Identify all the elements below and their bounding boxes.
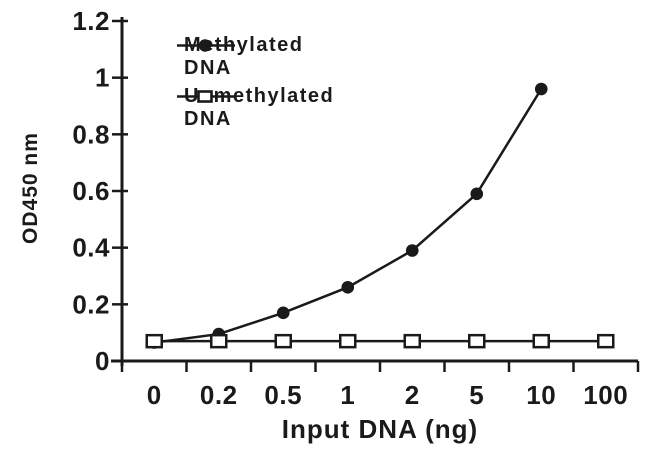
data-point-unmethylated-dna xyxy=(532,333,550,349)
data-point-methylated-dna xyxy=(534,82,548,96)
data-point-methylated-dna xyxy=(276,306,290,320)
y-axis-title: OD450 nm xyxy=(19,132,42,244)
legend-item-unmethylated-dna: Unmethylated DNA xyxy=(177,85,362,131)
data-point-methylated-dna xyxy=(470,187,484,201)
data-point-unmethylated-dna xyxy=(274,333,292,349)
y-tick-label: 1.2 xyxy=(72,6,110,36)
x-tick-label: 0.5 xyxy=(264,380,302,410)
legend-label-unmethylated-dna: Unmethylated DNA xyxy=(184,85,335,130)
data-point-methylated-dna xyxy=(405,244,419,257)
y-tick-label: 0.8 xyxy=(72,119,110,149)
data-point-unmethylated-dna xyxy=(339,333,357,349)
x-axis-title: Input DNA (ng) xyxy=(281,414,479,444)
x-tick-label: 100 xyxy=(583,380,628,410)
data-point-unmethylated-dna xyxy=(468,333,486,349)
x-tick-label: 0 xyxy=(147,380,162,410)
y-tick-label: 0 xyxy=(95,346,110,376)
x-tick-label: 0.2 xyxy=(200,380,238,410)
data-point-unmethylated-dna xyxy=(210,333,228,349)
x-tick-label: 10 xyxy=(526,380,556,410)
filled-circle-line-icon xyxy=(177,39,235,52)
y-tick-label: 0.2 xyxy=(72,289,110,319)
x-tick-label: 5 xyxy=(469,380,484,410)
x-tick-label: 1 xyxy=(340,380,355,410)
open-square-line-icon xyxy=(177,90,235,103)
y-tick-label: 0.4 xyxy=(72,233,110,263)
y-tick-label: 0.6 xyxy=(72,176,110,206)
x-tick-label: 2 xyxy=(405,380,420,410)
data-point-unmethylated-dna xyxy=(597,333,615,349)
legend-label-methylated-dna: Methylated DNA xyxy=(184,34,304,79)
data-point-methylated-dna xyxy=(341,281,355,294)
y-tick-label: 1 xyxy=(95,63,110,93)
legend-item-methylated-dna: Methylated DNA xyxy=(177,34,303,80)
data-point-unmethylated-dna xyxy=(145,333,163,349)
data-point-unmethylated-dna xyxy=(403,333,421,349)
